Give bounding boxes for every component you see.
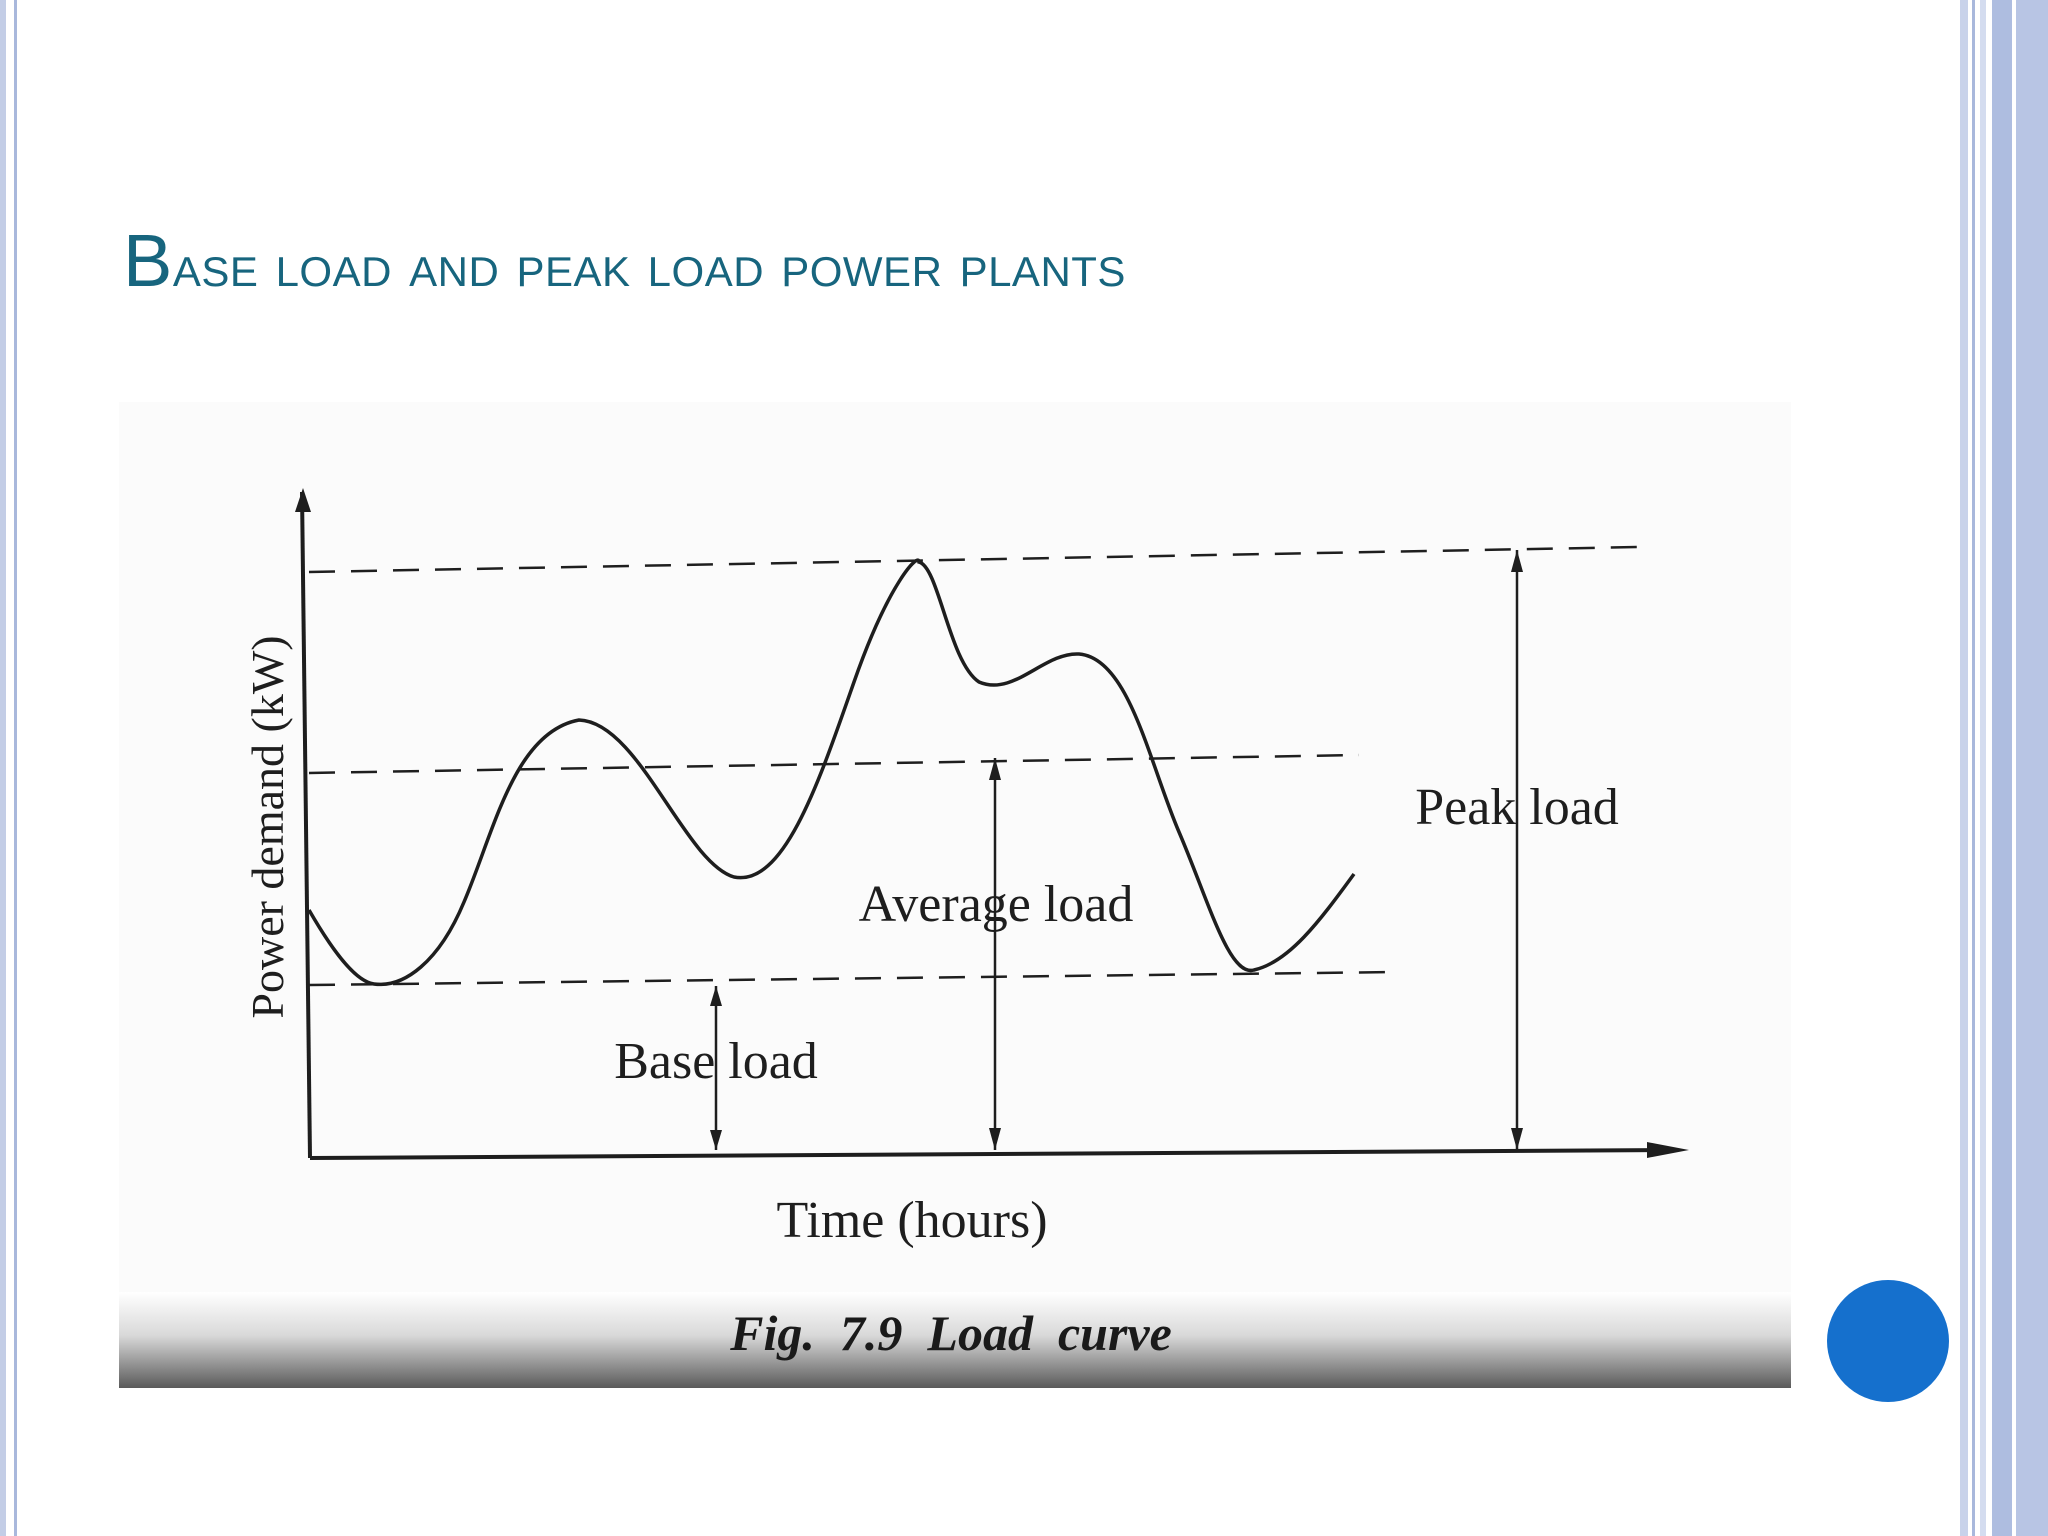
- paper-background: [119, 402, 1791, 1388]
- page-edge-shadow: [119, 1292, 1791, 1388]
- average-load-dashed-line: [308, 753, 1360, 775]
- figure-caption: Fig. 7.9 Load curve: [729, 1305, 1172, 1361]
- slide-title-text: ase load and peak load power plants: [172, 232, 1126, 299]
- base-load-dashed-line: [308, 970, 1400, 987]
- base-load-arrow-bottom: [710, 1130, 722, 1150]
- right-frame-stripes: [1960, 0, 2048, 1536]
- average-load-arrow-top: [989, 758, 1001, 780]
- x-axis-arrowhead: [1647, 1142, 1689, 1158]
- base-load-arrow-top: [710, 986, 722, 1006]
- y-axis-label: Power demand (kW): [242, 635, 293, 1018]
- average-load-arrow-bottom: [989, 1128, 1001, 1150]
- peak-load-label: Peak load: [1415, 779, 1619, 836]
- x-axis-label: Time (hours): [776, 1192, 1047, 1249]
- slide-dot-ornament: [1827, 1280, 1949, 1402]
- left-frame-rule: [0, 0, 6, 1536]
- x-axis: [309, 1148, 1665, 1160]
- y-axis: [300, 491, 312, 1159]
- peak-load-arrow-top: [1511, 550, 1523, 572]
- load-curve-figure: Power demand (kW) Base load Average load…: [119, 402, 1791, 1388]
- slide-title-initial: B: [123, 219, 173, 302]
- load-curve-diagram: Power demand (kW) Base load Average load…: [119, 402, 1791, 1388]
- slide-title: Base load and peak load power plants: [123, 218, 1126, 303]
- peak-load-dashed-line: [308, 545, 1640, 574]
- peak-load-arrow-bottom: [1511, 1128, 1523, 1150]
- y-axis-arrowhead: [295, 488, 311, 512]
- load-curve-line: [307, 558, 1356, 987]
- base-load-label: Base load: [614, 1033, 818, 1090]
- average-load-label: Average load: [859, 876, 1134, 933]
- left-frame-inner-rule: [14, 0, 17, 1536]
